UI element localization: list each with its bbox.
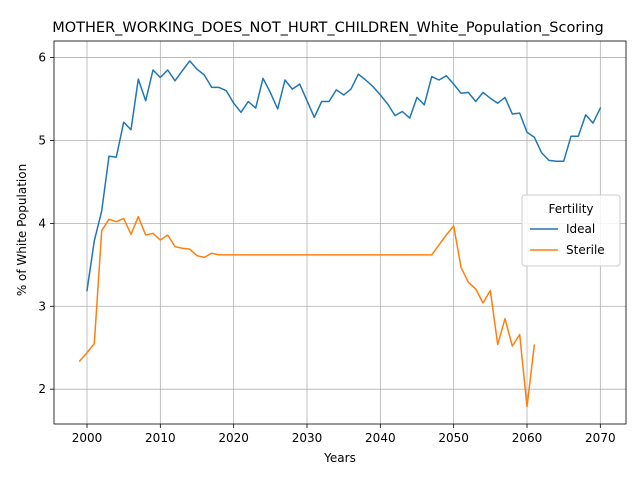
x-axis: 2000 2010 2020 2030 2040 2050 2060 2070 [72, 424, 616, 445]
legend-title: Fertility [548, 202, 593, 216]
series-line-ideal [86, 60, 602, 292]
y-tick-label: 2 [38, 382, 46, 396]
x-tick-label: 2060 [512, 431, 543, 445]
x-axis-label: Years [323, 451, 356, 465]
y-axis: 2 3 4 5 6 [38, 51, 54, 396]
x-tick-label: 2050 [438, 431, 469, 445]
plot-frame [53, 40, 627, 425]
legend-label-ideal: Ideal [566, 222, 595, 236]
legend-label-sterile: Sterile [566, 243, 605, 257]
x-tick-label: 2030 [292, 431, 323, 445]
y-tick-label: 4 [38, 216, 46, 230]
y-tick-label: 3 [38, 299, 46, 313]
x-tick-label: 2070 [585, 431, 616, 445]
legend: Fertility Ideal Sterile [521, 194, 621, 267]
chart-title: MOTHER_WORKING_DOES_NOT_HURT_CHILDREN_Wh… [52, 20, 603, 36]
x-tick-label: 2000 [72, 431, 103, 445]
x-tick-label: 2010 [145, 431, 176, 445]
y-tick-label: 5 [38, 133, 46, 147]
x-tick-label: 2020 [218, 431, 249, 445]
series-layer [78, 60, 602, 408]
y-tick-label: 6 [38, 51, 46, 65]
series-line-sterile [78, 215, 536, 408]
x-tick-label: 2040 [365, 431, 396, 445]
legend-box [521, 194, 621, 267]
y-axis-label: % of White Population [15, 164, 29, 296]
